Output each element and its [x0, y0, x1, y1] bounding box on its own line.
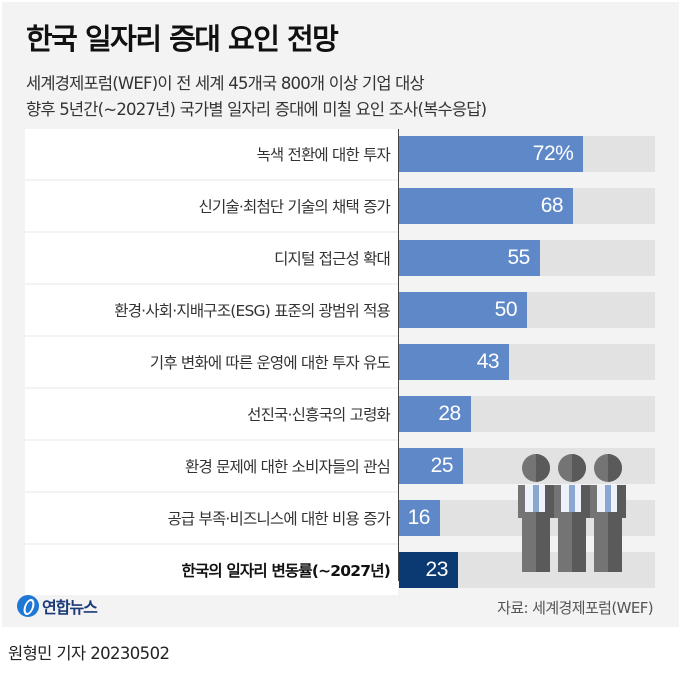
- chart-title: 한국 일자리 증대 요인 전망: [26, 22, 339, 56]
- bar-track: 72%: [399, 136, 655, 172]
- data-bar: 28: [399, 396, 471, 432]
- chart-subtitle-line1: 세계경제포럼(WEF)이 전 세계 45개국 800개 이상 기업 대상: [26, 74, 425, 93]
- row-label-box: 환경 문제에 대한 소비자들의 관심: [25, 441, 398, 491]
- bar-value-label: 25: [430, 454, 454, 477]
- row-label-box: 녹색 전환에 대한 투자: [25, 129, 398, 179]
- business-people-icon: [518, 454, 626, 572]
- category-label: 환경 문제에 대한 소비자들의 관심: [185, 458, 391, 476]
- bar-value-label: 23: [425, 558, 449, 581]
- row-label-box: 환경·사회·지배구조(ESG) 표준의 광범위 적용: [25, 285, 398, 335]
- category-label: 공급 부족·비즈니스에 대한 비용 증가: [167, 510, 390, 528]
- data-bar: 43: [399, 344, 510, 380]
- yonhap-logo: 연합뉴스: [17, 594, 98, 618]
- row-label-box: 한국의 일자리 변동률(~2027년): [25, 545, 398, 595]
- chart-row: 신기술·최첨단 기술의 채택 증가 68: [25, 181, 655, 231]
- row-label-box: 디지털 접근성 확대: [25, 233, 398, 283]
- bar-track: 43: [399, 344, 655, 380]
- bar-value-label: 16: [407, 506, 431, 529]
- row-label-box: 공급 부족·비즈니스에 대한 비용 증가: [25, 493, 398, 543]
- bar-value-label: 50: [494, 298, 518, 321]
- bar-value-label: 28: [438, 402, 461, 425]
- category-label: 한국의 일자리 변동률(~2027년): [181, 562, 391, 580]
- bar-track: 28: [399, 396, 655, 432]
- bar-track: 68: [399, 188, 655, 224]
- chart-row: 기후 변화에 따른 운영에 대한 투자 유도 43: [25, 337, 655, 387]
- category-label: 디지털 접근성 확대: [274, 250, 391, 268]
- category-label: 기후 변화에 따른 운영에 대한 투자 유도: [149, 354, 391, 372]
- data-bar: 16: [399, 500, 440, 536]
- row-label-box: 기후 변화에 따른 운영에 대한 투자 유도: [25, 337, 398, 387]
- row-label-box: 선진국·신흥국의 고령화: [25, 389, 398, 439]
- bar-value-label: 68: [540, 194, 564, 217]
- bar-value-label: 55: [507, 246, 530, 269]
- source-note: 자료: 세계경제포럼(WEF): [497, 599, 653, 617]
- category-label: 선진국·신흥국의 고령화: [247, 406, 391, 424]
- data-bar: 50: [399, 292, 527, 328]
- data-bar: 25: [399, 448, 463, 484]
- chart-subtitle-line2: 향후 5년간(~2027년) 국가별 일자리 증대에 미칠 요인 조사(복수응답…: [26, 100, 487, 119]
- chart-row: 선진국·신흥국의 고령화 28: [25, 389, 655, 439]
- category-label: 신기술·최첨단 기술의 채택 증가: [198, 198, 391, 216]
- category-label: 녹색 전환에 대한 투자: [256, 146, 390, 164]
- yonhap-logo-text: 연합뉴스: [42, 598, 98, 617]
- data-bar: 72%: [399, 136, 584, 172]
- yonhap-logo-icon: [17, 595, 39, 617]
- bar-value-label: 72%: [532, 142, 574, 165]
- byline: 원형민 기자 20230502: [8, 644, 170, 663]
- data-bar: 55: [399, 240, 540, 276]
- chart-row: 녹색 전환에 대한 투자 72%: [25, 129, 655, 179]
- data-bar: 68: [399, 188, 574, 224]
- row-label-box: 신기술·최첨단 기술의 채택 증가: [25, 181, 398, 231]
- bar-value-label: 43: [476, 350, 500, 373]
- chart-row: 환경·사회·지배구조(ESG) 표준의 광범위 적용 50: [25, 285, 655, 335]
- chart-axis-line: [398, 129, 399, 581]
- highlight-bar: 23: [399, 552, 458, 588]
- category-label: 환경·사회·지배구조(ESG) 표준의 광범위 적용: [114, 302, 391, 320]
- chart-row: 디지털 접근성 확대 55: [25, 233, 655, 283]
- bar-track: 50: [399, 292, 655, 328]
- bar-track: 55: [399, 240, 655, 276]
